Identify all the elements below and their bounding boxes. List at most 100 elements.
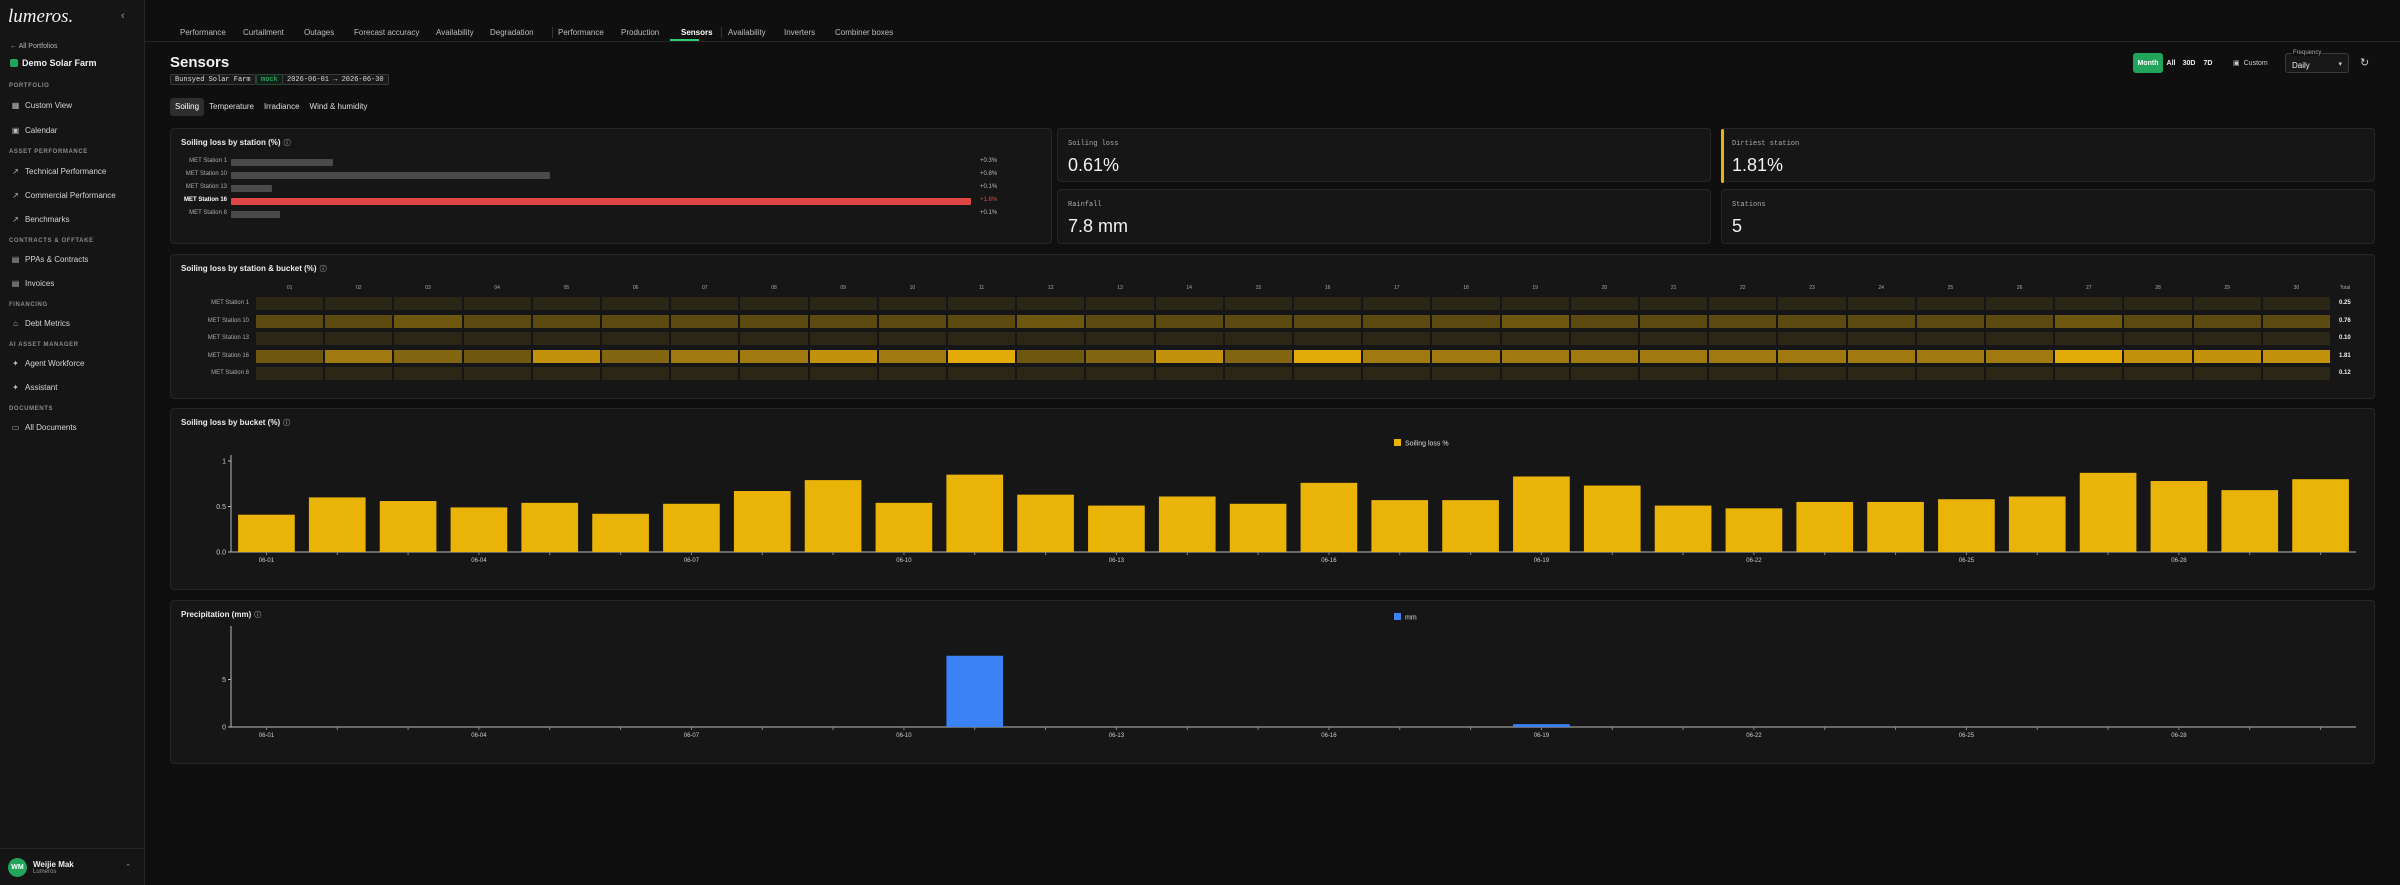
heatmap-cell[interactable] [1223, 314, 1293, 329]
heatmap-cell[interactable] [1154, 349, 1224, 364]
heatmap-cell[interactable] [393, 314, 463, 329]
heatmap-cell[interactable] [1915, 366, 1985, 381]
sidebar-item-all-documents[interactable]: ▭ All Documents [11, 423, 77, 432]
heatmap-cell[interactable] [739, 296, 809, 311]
heatmap-cell[interactable] [1016, 331, 1086, 346]
heatmap-cell[interactable] [1016, 314, 1086, 329]
heatmap-cell[interactable] [1016, 366, 1086, 381]
heatmap-cell[interactable] [1777, 331, 1847, 346]
heatmap-cell[interactable] [393, 296, 463, 311]
sidebar-item-debt-metrics[interactable]: ⌂ Debt Metrics [11, 319, 70, 328]
heatmap-cell[interactable] [1085, 296, 1155, 311]
heatmap-cell[interactable] [255, 331, 325, 346]
custom-range-button[interactable]: ▣ Custom [2233, 59, 2268, 68]
heatmap-cell[interactable] [1085, 331, 1155, 346]
heatmap-cell[interactable] [601, 366, 671, 381]
heatmap-cell[interactable] [1915, 349, 1985, 364]
range-all-button[interactable]: All [2166, 59, 2176, 67]
heatmap-cell[interactable] [1085, 366, 1155, 381]
heatmap-cell[interactable] [462, 314, 532, 329]
heatmap-cell[interactable] [1985, 314, 2055, 329]
heatmap-cell[interactable] [1639, 314, 1709, 329]
all-portfolios-link[interactable]: ← All Portfolios [10, 43, 58, 50]
heatmap-cell[interactable] [462, 366, 532, 381]
heatmap-cell[interactable] [739, 314, 809, 329]
heatmap-cell[interactable] [739, 331, 809, 346]
heatmap-cell[interactable] [1293, 349, 1363, 364]
heatmap-cell[interactable] [1362, 314, 1432, 329]
refresh-icon[interactable]: ↻ [2360, 57, 2370, 69]
heatmap-cell[interactable] [601, 314, 671, 329]
heatmap-cell[interactable] [1846, 296, 1916, 311]
heatmap-cell[interactable] [1639, 366, 1709, 381]
heatmap-cell[interactable] [324, 366, 394, 381]
heatmap-cell[interactable] [1362, 296, 1432, 311]
heatmap-cell[interactable] [393, 366, 463, 381]
heatmap-cell[interactable] [1223, 366, 1293, 381]
heatmap-cell[interactable] [1569, 296, 1639, 311]
heatmap-cell[interactable] [2192, 349, 2262, 364]
heatmap-cell[interactable] [531, 349, 601, 364]
heatmap-cell[interactable] [1915, 296, 1985, 311]
heatmap-cell[interactable] [808, 296, 878, 311]
heatmap-cell[interactable] [1154, 296, 1224, 311]
station-bar-row[interactable]: MET Station 10 +0.8% [181, 171, 1026, 179]
heatmap-cell[interactable] [1223, 331, 1293, 346]
heatmap-cell[interactable] [601, 331, 671, 346]
heatmap-cell[interactable] [808, 349, 878, 364]
heatmap-cell[interactable] [531, 366, 601, 381]
heatmap-cell[interactable] [1846, 331, 1916, 346]
heatmap-cell[interactable] [1362, 349, 1432, 364]
heatmap-cell[interactable] [1431, 331, 1501, 346]
heatmap-cell[interactable] [1985, 349, 2055, 364]
heatmap-cell[interactable] [1500, 349, 1570, 364]
sidebar-item-agent-workforce[interactable]: ✦ Agent Workforce [12, 359, 85, 368]
heatmap-cell[interactable] [2261, 349, 2331, 364]
heatmap-cell[interactable] [1915, 314, 1985, 329]
heatmap-cell[interactable] [1708, 349, 1778, 364]
tab-performance[interactable]: Performance [180, 28, 226, 37]
subtab-irradiance[interactable]: Irradiance [263, 102, 300, 111]
heatmap-cell[interactable] [877, 296, 947, 311]
collapse-sidebar-icon[interactable]: ‹ [121, 10, 125, 22]
heatmap-cell[interactable] [877, 314, 947, 329]
station-bar-row[interactable]: MET Station 8 +0.1% [181, 210, 1026, 218]
station-bar-row[interactable]: MET Station 1 +0.3% [181, 158, 1026, 166]
tab-production[interactable]: Production [621, 28, 660, 37]
station-bar-row[interactable]: MET Station 13 +0.1% [181, 184, 1026, 192]
heatmap-cell[interactable] [1639, 331, 1709, 346]
heatmap-cell[interactable] [2192, 366, 2262, 381]
heatmap-cell[interactable] [670, 366, 740, 381]
heatmap-cell[interactable] [601, 296, 671, 311]
subtab-soiling[interactable]: Soiling [170, 98, 205, 116]
heatmap-cell[interactable] [1708, 366, 1778, 381]
heatmap-cell[interactable] [1777, 296, 1847, 311]
tab-outages[interactable]: Outages [304, 28, 335, 37]
sidebar-item-commercial-performance[interactable]: ↗ Commercial Performance [12, 191, 116, 200]
heatmap-cell[interactable] [2261, 366, 2331, 381]
heatmap-cell[interactable] [1708, 296, 1778, 311]
heatmap-cell[interactable] [670, 296, 740, 311]
sidebar-item-invoices[interactable]: ▤ Invoices [11, 279, 55, 288]
heatmap-cell[interactable] [877, 349, 947, 364]
heatmap-cell[interactable] [1777, 349, 1847, 364]
heatmap-cell[interactable] [1293, 366, 1363, 381]
heatmap-cell[interactable] [1985, 296, 2055, 311]
heatmap-cell[interactable] [1777, 366, 1847, 381]
heatmap-cell[interactable] [1569, 331, 1639, 346]
heatmap-cell[interactable] [1016, 296, 1086, 311]
heatmap-cell[interactable] [1985, 366, 2055, 381]
tab-sensors[interactable]: Sensors [681, 28, 713, 37]
heatmap-cell[interactable] [2192, 296, 2262, 311]
heatmap-cell[interactable] [393, 349, 463, 364]
heatmap-cell[interactable] [1500, 314, 1570, 329]
heatmap-cell[interactable] [2123, 366, 2193, 381]
heatmap-cell[interactable] [739, 349, 809, 364]
subtab-wind-humidity[interactable]: Wind & humidity [309, 102, 368, 111]
app-logo[interactable]: lumeros. [8, 6, 74, 27]
heatmap-cell[interactable] [947, 366, 1017, 381]
tab-inverters[interactable]: Inverters [784, 28, 816, 37]
heatmap-cell[interactable] [1639, 349, 1709, 364]
heatmap-cell[interactable] [1846, 314, 1916, 329]
heatmap-cell[interactable] [1569, 366, 1639, 381]
